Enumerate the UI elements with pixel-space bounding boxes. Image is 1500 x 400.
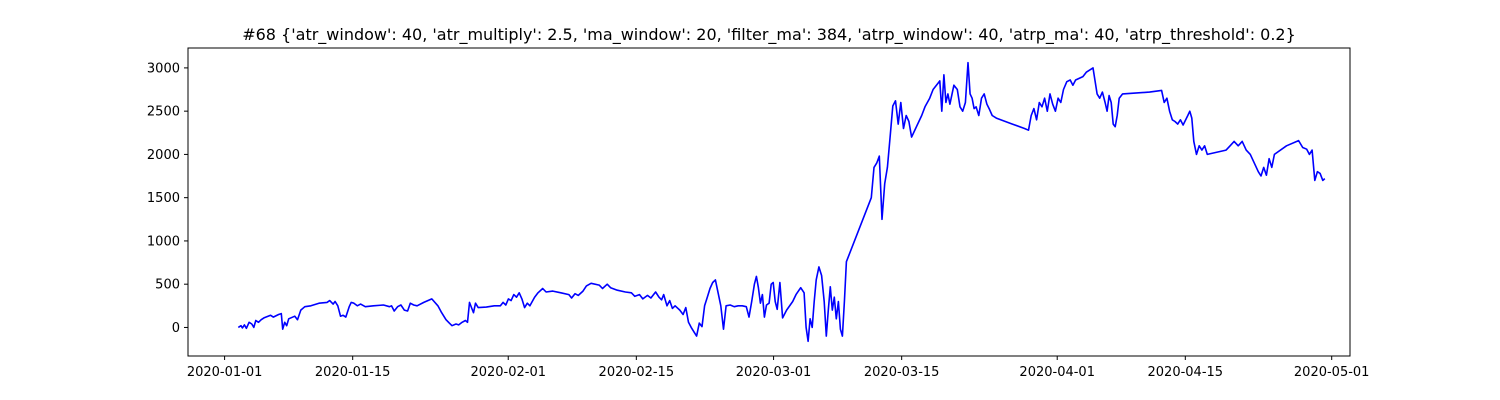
y-tick-label: 2000 (147, 148, 180, 163)
x-tick-label: 2020-05-01 (1294, 365, 1370, 380)
plot-area: 0 500 1000 1500 2000 2500 3000 2020-01-01 2020-0… (147, 47, 1370, 380)
y-tick-label: 500 (155, 278, 180, 293)
y-tick-label: 3000 (147, 61, 180, 76)
x-tick-label: 2020-03-15 (864, 365, 940, 380)
x-tick-label: 2020-02-01 (470, 365, 546, 380)
chart-title: #68 {'atr_window': 40, 'atr_multiply': 2… (242, 25, 1296, 45)
x-tick-label: 2020-04-15 (1148, 365, 1224, 380)
x-tick-label: 2020-02-15 (599, 365, 675, 380)
y-tick-label: 2500 (147, 105, 180, 120)
y-tick-label: 1000 (147, 234, 180, 249)
y-tick-label: 1500 (147, 191, 180, 206)
x-tick-label: 2020-03-01 (736, 365, 812, 380)
axes-frame (187, 47, 1351, 357)
x-tick-label: 2020-01-15 (315, 365, 391, 380)
y-tick-label: 0 (172, 321, 180, 336)
series-line (237, 61, 1326, 343)
x-tick-label: 2020-01-01 (187, 365, 263, 380)
x-tick-label: 2020-04-01 (1019, 365, 1095, 380)
